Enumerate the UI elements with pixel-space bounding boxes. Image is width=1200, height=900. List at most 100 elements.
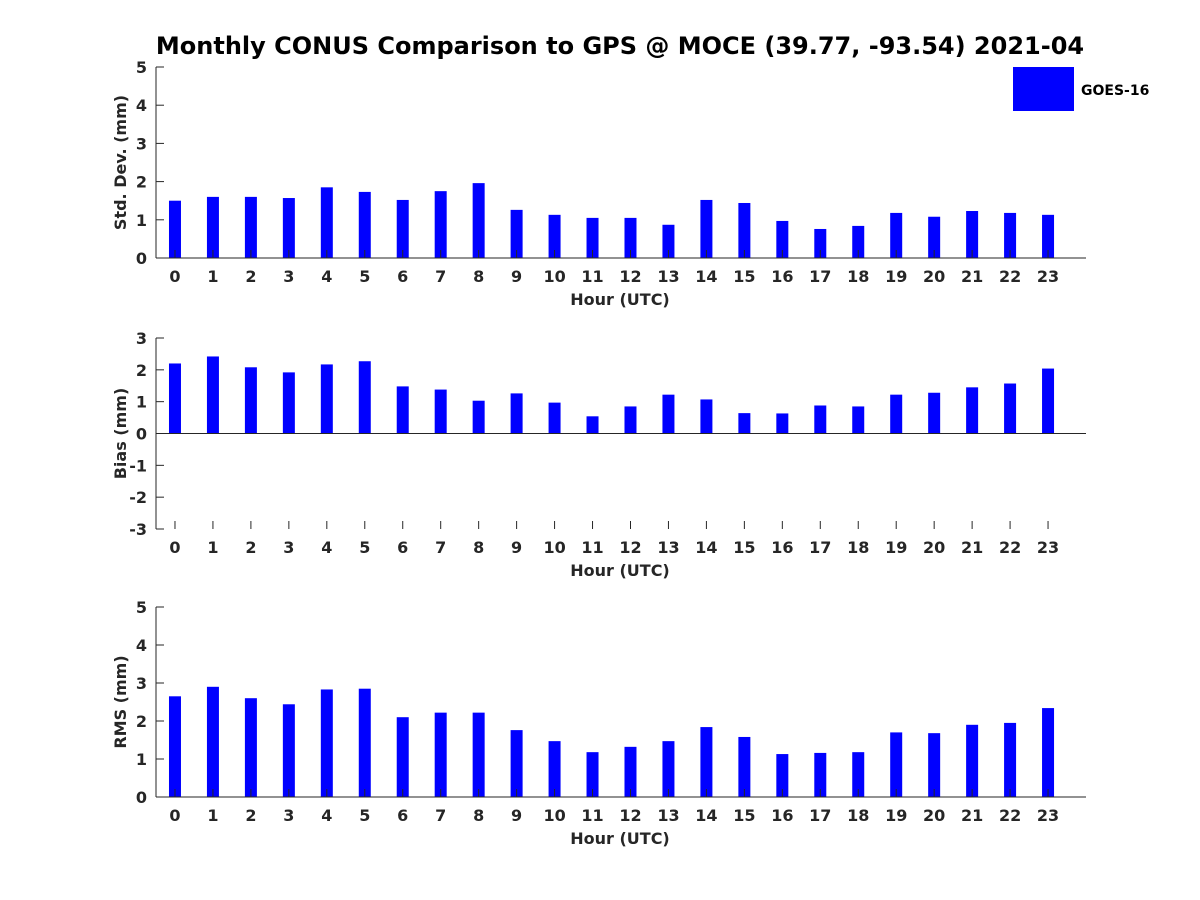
x-tick-label: 16 [771,806,793,825]
bar [1004,212,1017,258]
x-tick-label: 23 [1037,806,1059,825]
x-tick-label: 14 [695,267,717,286]
y-tick-label: -3 [129,520,147,539]
x-tick-label: 5 [359,267,370,286]
x-tick-label: 1 [207,806,218,825]
x-tick-label: 10 [543,806,565,825]
y-tick-label: 1 [136,393,147,412]
bar [662,224,675,258]
x-tick-label: 17 [809,267,831,286]
bar [472,183,485,258]
bar [396,386,409,434]
bar [358,191,371,258]
x-tick-label: 18 [847,538,869,557]
x-tick-label: 16 [771,538,793,557]
bar [586,416,599,434]
bar [510,209,523,258]
bar [206,686,219,797]
x-tick-label: 20 [923,806,945,825]
bar [472,400,485,434]
x-tick-label: 2 [245,267,256,286]
bar [662,741,675,797]
x-tick-label: 15 [733,538,755,557]
bar [624,406,637,434]
bar [700,199,713,258]
x-tick-label: 0 [169,806,180,825]
x-tick-label: 19 [885,806,907,825]
bar [738,736,751,797]
bar [320,689,333,797]
x-tick-label: 10 [543,538,565,557]
x-tick-label: 12 [619,267,641,286]
bar [776,220,789,258]
bar [624,746,637,797]
bar [776,413,789,434]
x-axis-label: Hour (UTC) [570,290,670,309]
x-tick-label: 4 [321,538,332,557]
x-tick-label: 3 [283,806,294,825]
x-tick-label: 7 [435,806,446,825]
bar [966,387,979,434]
bar [586,217,599,258]
bar [852,752,865,797]
y-axis-label: RMS (mm) [111,655,130,748]
x-tick-label: 23 [1037,538,1059,557]
x-tick-label: 0 [169,538,180,557]
x-tick-label: 4 [321,806,332,825]
y-tick-label: 3 [136,329,147,348]
bar [358,688,371,797]
bar [206,356,219,434]
bar [1042,368,1055,434]
x-tick-label: 9 [511,806,522,825]
x-tick-label: 0 [169,267,180,286]
y-tick-label: -1 [129,456,147,475]
bar [282,198,295,258]
bar [320,187,333,258]
bar [738,413,751,434]
x-tick-label: 21 [961,806,983,825]
bar [396,199,409,258]
bar [168,696,181,797]
x-tick-label: 13 [657,267,679,286]
bar [396,717,409,797]
bar [548,741,561,797]
bar [776,754,789,797]
legend: GOES-16 [1013,67,1149,111]
y-axis-label: Bias (mm) [111,388,130,480]
x-tick-label: 3 [283,538,294,557]
bar [548,402,561,434]
bar [434,712,447,797]
y-tick-label: 2 [136,712,147,731]
y-tick-label: 3 [136,134,147,153]
x-tick-label: 12 [619,806,641,825]
y-tick-label: 2 [136,173,147,192]
x-tick-label: 22 [999,806,1021,825]
bar [244,196,257,258]
bar [244,698,257,797]
x-tick-label: 17 [809,806,831,825]
x-tick-label: 2 [245,806,256,825]
bar [814,405,827,434]
bar [814,752,827,797]
x-tick-label: 9 [511,538,522,557]
x-tick-label: 14 [695,806,717,825]
bar [1042,708,1055,797]
x-tick-label: 3 [283,267,294,286]
bar [966,211,979,258]
bar [510,730,523,797]
bar [1042,214,1055,258]
y-tick-label: 4 [136,96,147,115]
bar [890,394,903,434]
y-tick-label: 0 [136,249,147,268]
x-tick-label: 9 [511,267,522,286]
bar [814,228,827,258]
x-tick-label: 13 [657,538,679,557]
x-tick-label: 11 [581,538,603,557]
x-tick-label: 11 [581,806,603,825]
bar [1004,383,1017,434]
legend-swatch [1013,67,1074,111]
x-tick-label: 18 [847,806,869,825]
chart-title: Monthly CONUS Comparison to GPS @ MOCE (… [156,32,1084,60]
